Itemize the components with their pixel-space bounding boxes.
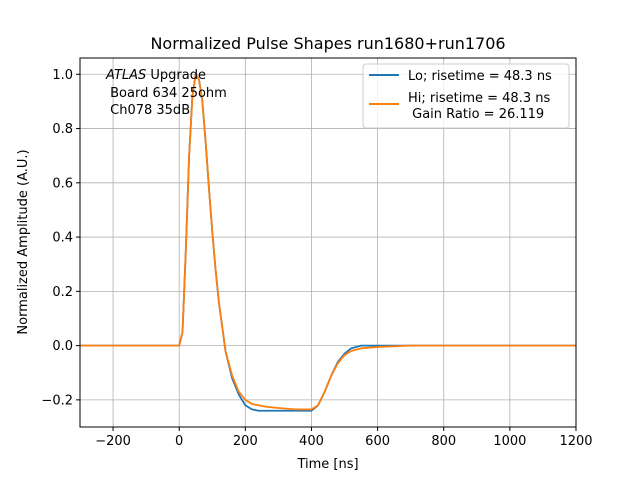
legend-label-hi-line: Hi; risetime = 48.3 ns: [408, 91, 550, 106]
x-axis-label: Time [ns]: [296, 457, 358, 472]
y-axis-label: Normalized Amplitude (A.U.): [16, 149, 31, 334]
y-tick-label: 0.4: [52, 231, 73, 246]
legend-label-lo: Lo; risetime = 48.3 ns: [408, 69, 552, 84]
axis-ticks: −200 0 200 400 600 800 1000 1200 −0.2 0.0 0.2 0.4 0.…: [41, 68, 592, 449]
x-tick-label: 200: [233, 434, 258, 449]
y-tick-label: 0.0: [52, 339, 73, 354]
plot-frame: [79, 57, 577, 428]
annotation-line-3: Ch078 35dB: [106, 103, 190, 118]
x-tick-label: −200: [95, 434, 131, 449]
y-tick-label: 0.2: [52, 285, 73, 300]
y-tick-label: 1.0: [52, 68, 73, 83]
annotation: ATLAS Upgrade Board 634 25ohm Ch078 35dB: [105, 68, 227, 118]
x-tick-label: 0: [175, 434, 183, 449]
y-tick-label: 0.6: [52, 176, 73, 191]
annotation-upgrade: Upgrade: [146, 68, 206, 83]
chart-title: Normalized Pulse Shapes run1680+run1706: [150, 34, 505, 53]
annotation-line-1: ATLAS Upgrade: [105, 68, 206, 83]
series-layer: [80, 73, 576, 412]
y-tick-label: −0.2: [41, 393, 73, 408]
legend-label-hi-line: Gain Ratio = 26.119: [408, 107, 544, 122]
legend: Lo; risetime = 48.3 ns Hi; risetime = 48…: [362, 63, 570, 129]
x-tick-label: 1200: [559, 434, 592, 449]
series-line-hi: [80, 73, 576, 411]
x-tick-label: 400: [299, 434, 324, 449]
x-tick-label: 1000: [493, 434, 526, 449]
legend-label-hi: Hi; risetime = 48.3 ns Gain Ratio = 26.1…: [408, 91, 550, 122]
y-tick-label: 0.8: [52, 122, 73, 137]
legend-box: [362, 63, 570, 129]
annotation-line-2: Board 634 25ohm: [106, 86, 227, 101]
annotation-atlas: ATLAS: [105, 68, 146, 83]
x-tick-label: 800: [431, 434, 456, 449]
x-tick-label: 600: [365, 434, 390, 449]
